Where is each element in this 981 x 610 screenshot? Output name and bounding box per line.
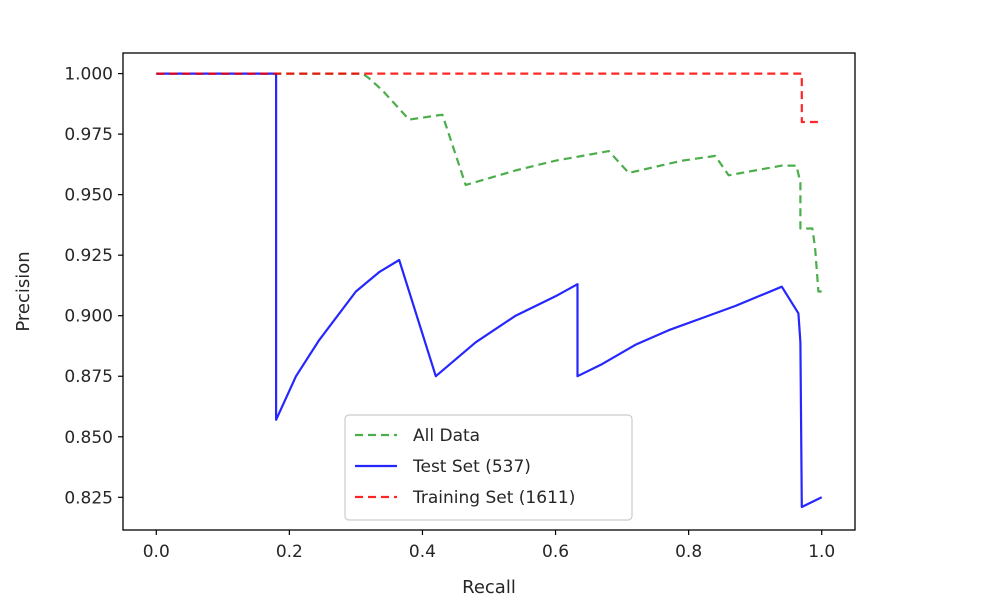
x-tick-label: 0.6 [542,542,569,562]
y-tick-label: 0.900 [64,307,113,327]
y-tick-label: 0.875 [64,367,113,387]
x-tick-label: 1.0 [808,542,835,562]
legend-label: Test Set (537) [412,457,531,477]
legend-label: Training Set (1611) [412,488,575,508]
y-tick-label: 0.825 [64,488,113,508]
x-axis-title: Recall [462,577,516,598]
y-axis: 0.825 0.850 0.875 0.900 0.925 0.950 0.975 1.000 [64,65,123,508]
y-tick-label: 1.000 [64,65,113,85]
y-tick-label: 0.950 [64,186,113,206]
plot-lines [156,72,823,509]
legend: All Data Test Set (537) Training Set (1611… [344,414,633,521]
y-tick-label: 0.925 [64,246,113,266]
x-tick-label: 0.0 [143,542,170,562]
y-tick-label: 0.850 [64,428,113,448]
x-tick-label: 0.8 [675,542,702,562]
series-line-3 [156,72,822,124]
y-tick-label: 0.975 [64,125,113,145]
legend-label: All Data [413,426,480,446]
axes-frame [122,52,856,531]
x-tick-label: 0.2 [276,542,303,562]
legend-box [344,414,633,521]
x-tick-label: 0.4 [409,542,436,562]
series-line-2 [156,72,823,509]
x-axis: 0.0 0.2 0.4 0.6 0.8 1.0 [143,530,835,562]
series-line-1 [156,72,822,293]
y-axis-title: Precision [13,251,34,331]
